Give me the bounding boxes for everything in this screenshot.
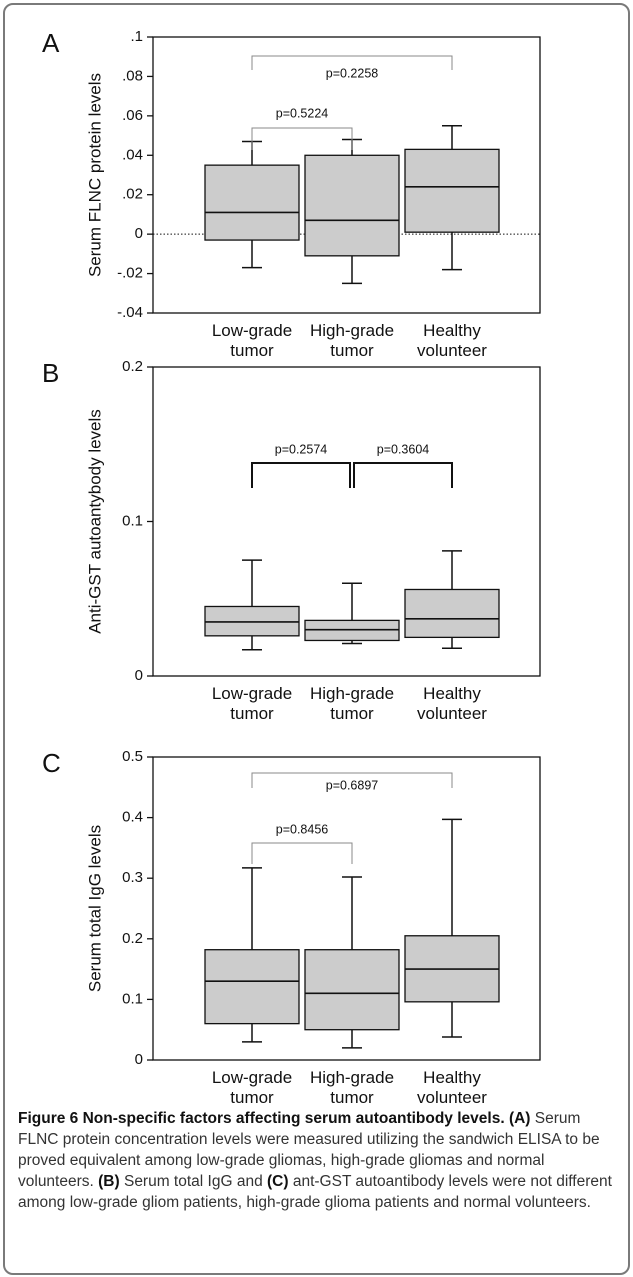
plot-frame: [152, 756, 541, 1061]
x-tick-label: Low-grade tumor: [211, 684, 293, 723]
y-axis-title: Anti-GST autoantybody levels: [85, 409, 104, 634]
caption-title: Figure 6 Non-specific factors affecting …: [18, 1110, 505, 1127]
p-value: p=0.6897: [326, 778, 379, 792]
box: [304, 949, 400, 1031]
plot-frame: [152, 36, 541, 314]
caption-text: Serum FLNC protein concentration levels …: [18, 1110, 600, 1190]
p-value: p=0.2258: [326, 66, 379, 80]
p-value: p=0.3604: [377, 442, 430, 456]
y-tick-label: 0.1: [122, 990, 143, 1007]
x-tick-label: Healthy volunteer: [417, 684, 487, 723]
y-tick-label: .1: [130, 28, 143, 45]
p-value: p=0.5224: [276, 106, 329, 120]
caption: Figure 6 Non-specific factors affecting …: [18, 1108, 618, 1213]
box: [304, 154, 400, 257]
y-tick-label: 0: [135, 225, 143, 242]
bracket: [251, 55, 453, 70]
caption-ref: (B): [98, 1173, 120, 1190]
bracket: [251, 842, 353, 864]
y-tick-label: -.04: [117, 304, 143, 321]
x-tick-label: Healthy volunteer: [417, 321, 487, 360]
caption-text: ant-GST autoantibody levels were not dif…: [18, 1173, 612, 1211]
y-tick-label: 0.2: [122, 930, 143, 947]
panel-label: C: [42, 748, 61, 778]
y-tick-label: -.02: [117, 265, 143, 282]
x-tick-label: Low-grade tumor: [211, 1068, 293, 1107]
y-tick-label: .02: [122, 186, 143, 203]
y-tick-label: 0.3: [122, 869, 143, 886]
panel-label: B: [42, 358, 59, 388]
p-value: p=0.8456: [276, 822, 329, 836]
caption-text: Serum total IgG and: [119, 1173, 267, 1190]
box: [204, 164, 300, 241]
x-tick-label: High-grade tumor: [309, 1068, 395, 1107]
bracket: [251, 127, 353, 150]
y-axis-title: Serum total IgG levels: [85, 825, 104, 992]
x-tick-label: High-grade tumor: [309, 321, 395, 360]
box: [404, 148, 500, 233]
bracket: [353, 462, 453, 488]
y-tick-label: 0.5: [122, 748, 143, 765]
y-tick-label: 0.1: [122, 512, 143, 529]
y-tick-label: 0: [135, 1051, 143, 1068]
p-value: p=0.2574: [275, 442, 328, 456]
x-tick-label: Low-grade tumor: [211, 321, 293, 360]
figure-border: [3, 3, 630, 1275]
caption-ref: (C): [267, 1173, 289, 1190]
y-tick-label: .06: [122, 107, 143, 124]
charts: A Serum FLNC protein levels -.04 -.02 0 .02 .0…: [42, 28, 541, 1068]
x-tick-label: High-grade tumor: [309, 684, 395, 723]
y-axis-title: Serum FLNC protein levels: [85, 73, 104, 277]
x-tick-label: Healthy volunteer: [417, 1068, 487, 1107]
y-tick-label: 0: [135, 667, 143, 684]
bracket: [251, 772, 453, 788]
y-tick-label: .08: [122, 67, 143, 84]
caption-ref: (A): [508, 1110, 531, 1127]
box: [404, 588, 500, 639]
panel-label: A: [42, 28, 60, 58]
y-tick-label: .04: [122, 146, 143, 163]
box: [204, 949, 300, 1025]
y-tick-label: 0.2: [122, 358, 143, 375]
bracket: [251, 462, 351, 488]
y-tick-label: 0.4: [122, 809, 143, 826]
